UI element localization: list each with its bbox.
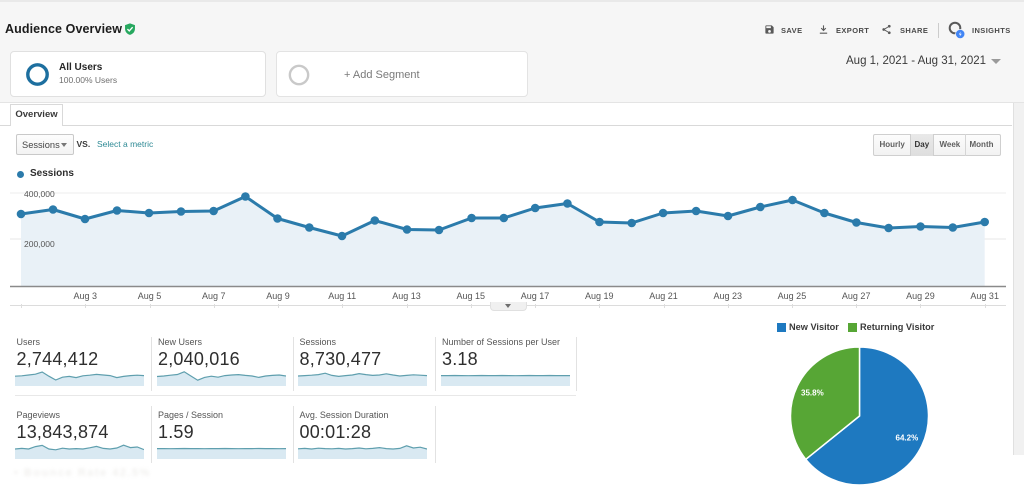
svg-text:64.2%: 64.2%: [896, 434, 919, 443]
svg-text:35.8%: 35.8%: [801, 389, 824, 398]
